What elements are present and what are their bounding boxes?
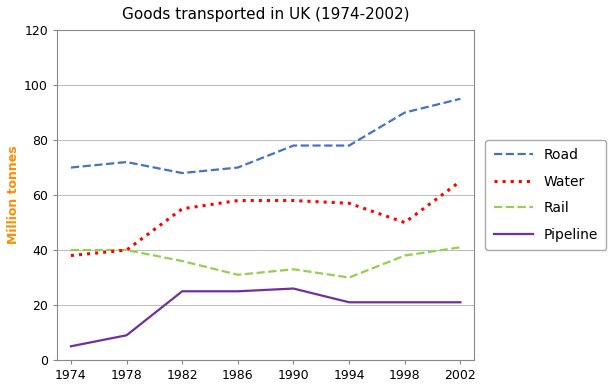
- Pipeline: [234, 289, 241, 294]
- Line: Pipeline: Pipeline: [71, 289, 460, 346]
- Y-axis label: Million tonnes: Million tonnes: [7, 146, 20, 244]
- Road: [457, 96, 464, 101]
- Rail: [68, 248, 75, 252]
- Water: [123, 248, 130, 252]
- Pipeline: [123, 333, 130, 338]
- Rail: [179, 259, 186, 263]
- Road: [401, 110, 408, 115]
- Rail: [401, 253, 408, 258]
- Road: [346, 143, 353, 148]
- Rail: [457, 245, 464, 250]
- Water: [401, 220, 408, 225]
- Title: Goods transported in UK (1974-2002): Goods transported in UK (1974-2002): [122, 7, 410, 22]
- Road: [290, 143, 297, 148]
- Rail: [123, 248, 130, 252]
- Water: [234, 198, 241, 203]
- Road: [179, 171, 186, 175]
- Water: [179, 207, 186, 211]
- Road: [234, 165, 241, 170]
- Pipeline: [179, 289, 186, 294]
- Road: [123, 160, 130, 165]
- Rail: [290, 267, 297, 272]
- Rail: [346, 275, 353, 280]
- Line: Road: Road: [71, 99, 460, 173]
- Rail: [234, 272, 241, 277]
- Legend: Road, Water, Rail, Pipeline: Road, Water, Rail, Pipeline: [486, 140, 607, 250]
- Water: [290, 198, 297, 203]
- Road: [68, 165, 75, 170]
- Water: [457, 179, 464, 184]
- Line: Rail: Rail: [71, 247, 460, 277]
- Line: Water: Water: [71, 181, 460, 256]
- Pipeline: [346, 300, 353, 305]
- Pipeline: [68, 344, 75, 349]
- Pipeline: [401, 300, 408, 305]
- Pipeline: [457, 300, 464, 305]
- Pipeline: [290, 286, 297, 291]
- Water: [346, 201, 353, 206]
- Water: [68, 253, 75, 258]
